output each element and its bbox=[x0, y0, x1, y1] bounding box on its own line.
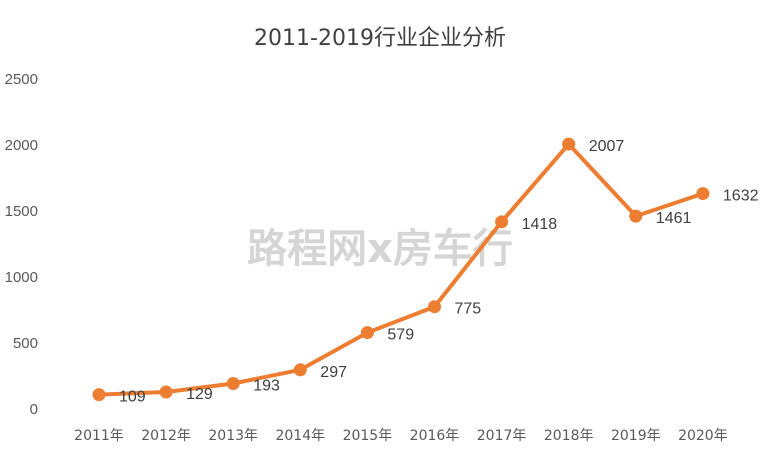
data-label-9: 1632 bbox=[723, 188, 759, 205]
data-point-8 bbox=[629, 209, 643, 223]
x-tick-label-5: 2016年 bbox=[410, 428, 460, 444]
series-layer: 109 129 193 297 579 775 1418 2007 1461 1632 bbox=[92, 137, 759, 406]
x-tick-label-7: 2018年 bbox=[544, 428, 594, 444]
x-tick-label-2: 2013年 bbox=[208, 428, 258, 444]
x-tick-label-3: 2014年 bbox=[275, 428, 325, 444]
x-tick-label-1: 2012年 bbox=[141, 428, 191, 444]
y-axis: 0 500 1000 1500 2000 2500 bbox=[5, 71, 38, 418]
data-label-5: 775 bbox=[455, 301, 482, 318]
data-point-0 bbox=[92, 388, 106, 402]
data-point-7 bbox=[562, 137, 576, 151]
chart-title: 2011-2019行业企业分析 bbox=[254, 26, 506, 51]
x-tick-label-6: 2017年 bbox=[477, 428, 527, 444]
watermark: 路程网x房车行 bbox=[247, 226, 513, 272]
x-axis: 2011年 2012年 2013年 2014年 2015年 2016年 2017年 2018年… bbox=[74, 428, 728, 444]
data-label-3: 297 bbox=[320, 364, 347, 381]
x-tick-label-0: 2011年 bbox=[74, 428, 124, 444]
data-label-0: 109 bbox=[119, 389, 146, 406]
data-point-4 bbox=[360, 326, 374, 340]
x-tick-label-8: 2019年 bbox=[611, 428, 661, 444]
y-tick-label-2000: 2000 bbox=[5, 137, 38, 154]
y-tick-label-1500: 1500 bbox=[5, 203, 38, 220]
y-tick-label-1000: 1000 bbox=[5, 269, 38, 286]
data-point-1 bbox=[159, 385, 173, 399]
data-point-6 bbox=[495, 215, 509, 229]
data-point-2 bbox=[226, 377, 240, 391]
x-tick-label-4: 2015年 bbox=[343, 428, 393, 444]
data-point-9 bbox=[696, 187, 710, 201]
data-label-8: 1461 bbox=[656, 210, 692, 227]
data-label-6: 1418 bbox=[522, 216, 558, 233]
data-label-7: 2007 bbox=[589, 138, 625, 155]
data-point-5 bbox=[428, 300, 441, 314]
series-line-0 bbox=[97, 142, 705, 397]
data-point-3 bbox=[293, 363, 307, 377]
y-tick-label-0: 0 bbox=[30, 401, 38, 418]
data-label-1: 129 bbox=[186, 386, 213, 403]
y-tick-label-2500: 2500 bbox=[5, 71, 38, 88]
data-label-4: 579 bbox=[387, 327, 414, 344]
x-tick-label-9: 2020年 bbox=[678, 428, 728, 444]
data-label-2: 193 bbox=[253, 378, 280, 395]
y-tick-label-500: 500 bbox=[13, 335, 38, 352]
